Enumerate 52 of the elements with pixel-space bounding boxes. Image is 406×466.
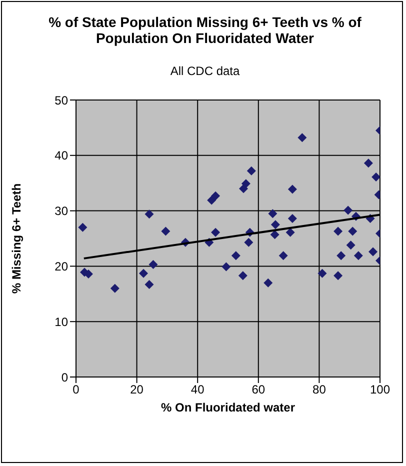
point xyxy=(270,220,280,230)
y-tick-label: 0 xyxy=(61,370,68,384)
point xyxy=(110,284,120,293)
x-tick-label: 0 xyxy=(72,382,80,397)
point xyxy=(288,184,297,194)
point xyxy=(334,271,343,280)
point xyxy=(270,230,280,240)
y-tick-label: 40 xyxy=(54,148,68,163)
point xyxy=(138,268,148,278)
point xyxy=(364,158,373,168)
point xyxy=(346,240,356,250)
x-tick-label: 100 xyxy=(370,382,390,397)
point xyxy=(148,260,158,270)
point xyxy=(268,209,278,218)
point xyxy=(372,172,380,182)
point xyxy=(207,196,216,205)
point xyxy=(144,210,154,219)
point xyxy=(336,251,346,260)
point xyxy=(211,191,220,200)
point xyxy=(348,226,358,236)
point xyxy=(231,251,240,260)
point xyxy=(161,226,170,236)
point xyxy=(278,251,288,260)
y-tick-label: 20 xyxy=(54,259,68,274)
point xyxy=(244,238,254,247)
point xyxy=(354,251,363,260)
point xyxy=(211,228,220,237)
point xyxy=(144,280,154,289)
x-tick-label: 80 xyxy=(312,382,326,397)
x-axis-title: % On Fluoridated water xyxy=(160,400,296,415)
point xyxy=(264,278,273,288)
point xyxy=(344,206,353,215)
point xyxy=(238,271,248,280)
point xyxy=(298,133,307,142)
point xyxy=(286,228,295,237)
x-tick-label: 20 xyxy=(130,382,144,397)
chart-title: % of State Population Missing 6+ Teeth vs % of Population On Fluoridated Water xyxy=(48,14,362,46)
point xyxy=(78,222,88,232)
y-tick-label: 10 xyxy=(54,314,68,329)
point xyxy=(334,226,343,236)
point xyxy=(318,268,327,278)
x-tick-label: 60 xyxy=(252,382,266,397)
y-tick-label: 30 xyxy=(54,204,68,218)
point xyxy=(368,247,378,256)
chart-subtitle: All CDC data xyxy=(169,64,241,78)
y-axis-title: % Missing 6+ Teeth xyxy=(9,183,24,294)
point xyxy=(222,262,231,272)
x-tick-label: 40 xyxy=(190,382,205,397)
point xyxy=(241,179,250,188)
point xyxy=(246,166,256,176)
y-tick-label: 50 xyxy=(54,93,68,108)
point xyxy=(288,214,297,224)
